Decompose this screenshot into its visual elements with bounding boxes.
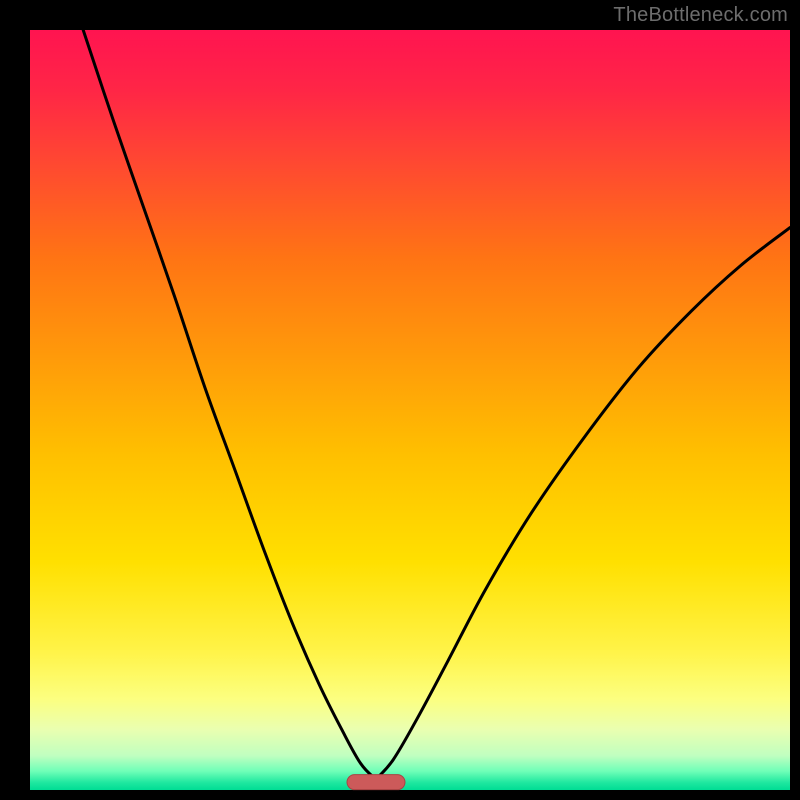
optimum-marker [346,775,405,791]
plot-svg [30,30,790,790]
plot-area [30,30,790,790]
attribution-text: TheBottleneck.com [613,4,788,27]
figure-root: TheBottleneck.com [0,0,800,800]
gradient-background [30,30,790,790]
